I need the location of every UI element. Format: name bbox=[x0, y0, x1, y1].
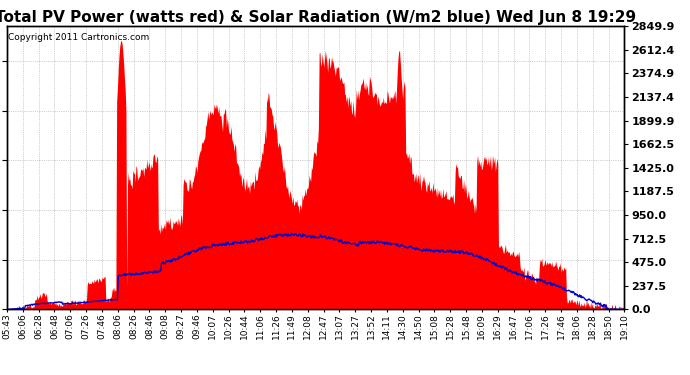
Title: Total PV Power (watts red) & Solar Radiation (W/m2 blue) Wed Jun 8 19:29: Total PV Power (watts red) & Solar Radia… bbox=[0, 10, 636, 25]
Text: Copyright 2011 Cartronics.com: Copyright 2011 Cartronics.com bbox=[8, 33, 150, 42]
